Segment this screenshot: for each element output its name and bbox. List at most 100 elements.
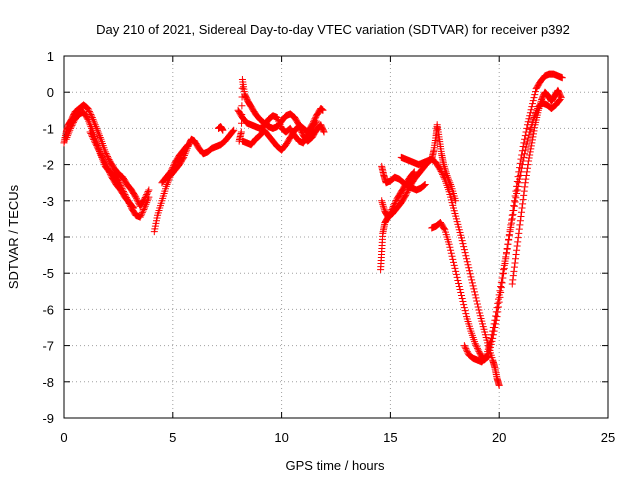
data-point	[390, 201, 398, 209]
data-point	[528, 136, 536, 144]
data-point	[64, 130, 72, 138]
data-point	[380, 204, 388, 212]
data-point	[85, 108, 93, 116]
data-point	[420, 182, 428, 190]
data-point	[498, 274, 506, 282]
data-point	[519, 196, 527, 204]
data-point	[467, 273, 475, 281]
data-point	[410, 168, 418, 176]
data-point	[447, 246, 455, 254]
data-point	[447, 249, 455, 257]
data-point	[106, 169, 114, 177]
data-point	[67, 124, 75, 132]
data-point	[464, 261, 472, 269]
data-point	[529, 97, 537, 105]
y-tick-label: -9	[42, 411, 54, 426]
data-point	[460, 243, 468, 251]
data-point	[100, 157, 108, 165]
data-point	[512, 194, 520, 202]
data-point	[138, 210, 146, 218]
data-point	[96, 148, 104, 156]
data-point	[472, 294, 480, 302]
data-point	[493, 304, 501, 312]
data-point	[457, 292, 465, 300]
data-point	[492, 312, 500, 320]
data-point	[521, 146, 529, 154]
data-point	[460, 342, 468, 350]
data-point	[513, 246, 521, 254]
series-arc-4a	[377, 121, 460, 274]
data-point	[473, 344, 481, 352]
data-point	[513, 186, 521, 194]
data-point	[230, 126, 238, 134]
x-tick-label: 10	[274, 430, 288, 445]
data-point	[136, 213, 144, 221]
data-point	[513, 242, 521, 250]
data-point	[456, 285, 464, 293]
data-point	[524, 161, 532, 169]
data-point	[184, 141, 192, 149]
data-point	[468, 276, 476, 284]
data-point	[402, 191, 410, 199]
data-point	[103, 163, 111, 171]
data-point	[468, 279, 476, 287]
data-point	[102, 161, 110, 169]
y-tick-label: 0	[47, 85, 54, 100]
data-point	[141, 204, 149, 212]
data-point	[94, 145, 102, 153]
data-point	[508, 280, 516, 288]
data-point	[88, 133, 96, 141]
data-point	[505, 232, 513, 240]
data-point	[522, 175, 530, 183]
data-point	[518, 204, 526, 212]
data-point	[530, 94, 538, 102]
data-point	[145, 193, 153, 201]
data-point	[64, 132, 72, 140]
data-point	[68, 121, 76, 129]
data-point	[500, 261, 508, 269]
data-point	[438, 169, 446, 177]
data-point	[493, 313, 501, 321]
data-point	[274, 115, 282, 123]
data-point	[529, 133, 537, 141]
data-point	[86, 121, 94, 129]
data-point	[513, 190, 521, 198]
data-point	[92, 140, 100, 148]
grid	[64, 56, 608, 418]
y-tick-label: -4	[42, 230, 54, 245]
data-point	[389, 203, 397, 211]
data-point	[520, 187, 528, 195]
data-point	[525, 131, 533, 139]
data-point	[141, 202, 149, 210]
data-point	[557, 94, 565, 102]
data-point	[519, 143, 527, 150]
data-point	[410, 169, 418, 177]
y-tick-label: -2	[42, 158, 54, 173]
data-point	[521, 183, 529, 191]
data-point	[85, 119, 93, 127]
data-point	[517, 168, 525, 176]
x-tick-label: 15	[383, 430, 397, 445]
data-point	[143, 189, 151, 197]
data-point	[526, 148, 534, 156]
data-point	[66, 126, 74, 134]
data-point	[465, 267, 473, 275]
data-point	[459, 298, 467, 306]
y-tick-label: -6	[42, 302, 54, 317]
data-point	[137, 212, 145, 220]
data-point	[183, 143, 191, 150]
data-point	[391, 198, 399, 206]
data-point	[440, 225, 448, 233]
data-point	[520, 153, 528, 161]
data-point	[238, 102, 246, 110]
data-point	[228, 128, 236, 136]
x-tick-label: 0	[60, 430, 67, 445]
data-point	[219, 126, 227, 134]
data-point	[499, 270, 507, 278]
data-point	[454, 276, 462, 284]
data-point	[462, 345, 470, 353]
data-point	[450, 261, 458, 269]
y-tick-label: 1	[47, 49, 54, 64]
